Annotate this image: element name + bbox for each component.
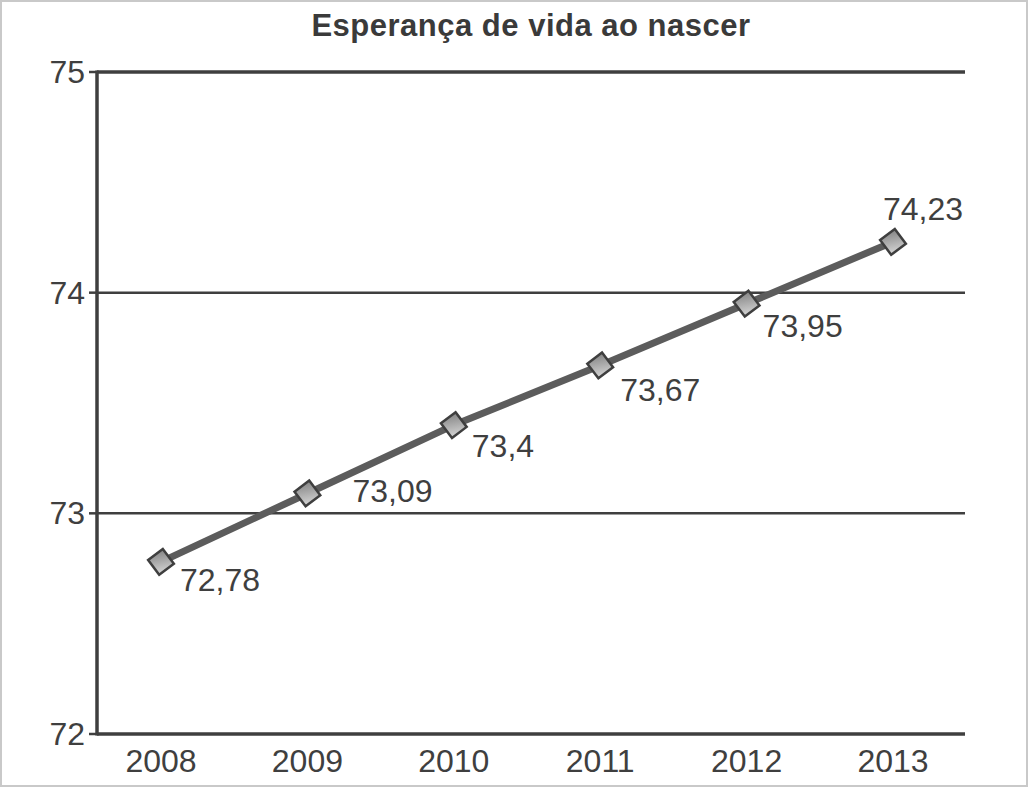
data-point-marker-2008 — [146, 547, 175, 576]
x-tick-label-2011: 2011 — [566, 743, 635, 779]
y-tick-label-73: 73 — [49, 495, 85, 531]
y-tick-label-72: 72 — [49, 716, 85, 752]
data-point-label-2011: 73,67 — [620, 372, 700, 408]
data-point-label-2009: 73,09 — [352, 473, 432, 509]
chart-frame: Esperança de vida ao nascer 727374752008… — [0, 0, 1028, 787]
data-point-marker-2009 — [293, 479, 322, 508]
data-point-label-2010: 73,4 — [472, 428, 534, 464]
data-point-label-2008: 72,78 — [180, 562, 260, 598]
data-point-marker-2013 — [878, 227, 907, 256]
x-tick-label-2012: 2012 — [711, 743, 782, 779]
data-point-marker-2010 — [439, 410, 468, 439]
x-tick-label-2010: 2010 — [418, 743, 489, 779]
x-tick-label-2009: 2009 — [272, 743, 343, 779]
line-chart-plot-area: 72 73 74 75 2008 2009 2010 2011 2012 2013 72,78 73,… — [2, 2, 1028, 787]
data-point-label-2013: 74,23 — [883, 191, 963, 227]
y-tick-label-74: 74 — [49, 275, 85, 311]
x-tick-label-2013: 2013 — [857, 743, 928, 779]
x-tick-label-2008: 2008 — [125, 743, 196, 779]
y-tick-label-75: 75 — [49, 54, 85, 90]
data-point-label-2012: 73,95 — [763, 308, 843, 344]
data-point-marker-2011 — [586, 351, 615, 380]
